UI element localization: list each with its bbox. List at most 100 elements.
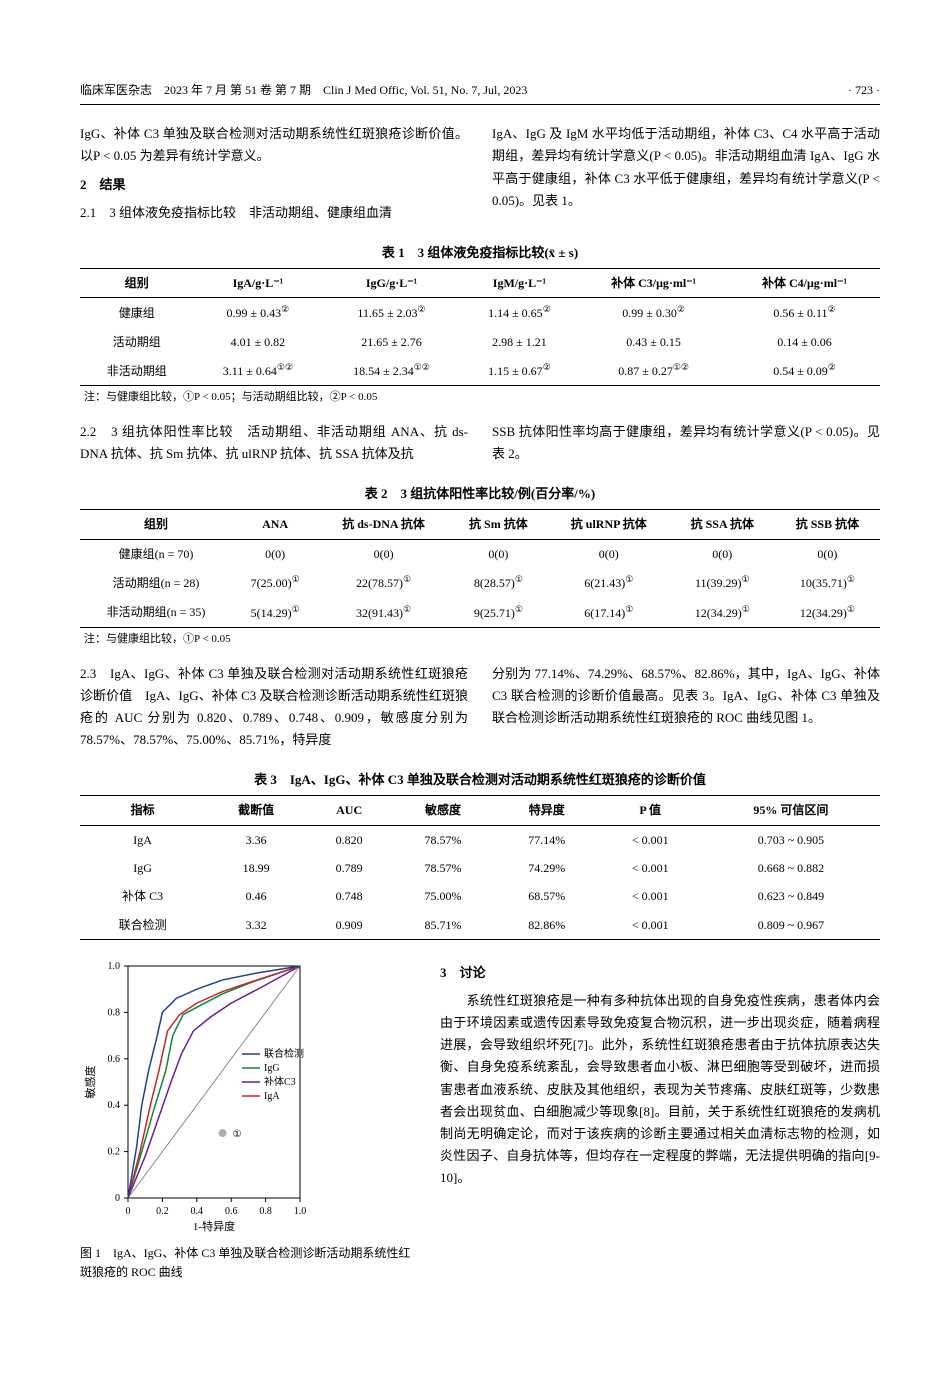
table-header-cell: 抗 SSB 抗体	[775, 510, 880, 539]
table-cell: 3.11 ± 0.64①②	[193, 356, 322, 386]
table-cell: 18.99	[205, 854, 307, 882]
table-cell: 健康组	[80, 298, 193, 328]
svg-text:0.4: 0.4	[191, 1206, 204, 1217]
table-header-cell: AUC	[307, 796, 391, 825]
table-1-head-row: 组别IgA/g·L⁻¹IgG/g·L⁻¹IgM/g·L⁻¹补体 C3/μg·ml…	[80, 268, 880, 297]
table-cell: 12(34.29)①	[670, 598, 775, 628]
table-header-cell: 指标	[80, 796, 205, 825]
table-cell: 75.00%	[391, 882, 495, 910]
table-2: 表 2 3 组抗体阳性率比较/例(百分率/%) 组别ANA抗 ds-DNA 抗体…	[80, 479, 880, 628]
table-cell: 68.57%	[495, 882, 599, 910]
table-cell: 12(34.29)①	[775, 598, 880, 628]
table-header-cell: 抗 SSA 抗体	[670, 510, 775, 539]
table-cell: 10(35.71)①	[775, 568, 880, 597]
table-cell: 0.14 ± 0.06	[729, 328, 880, 356]
table-cell: 32(91.43)①	[318, 598, 449, 628]
figure-1-caption: 图 1 IgA、IgG、补体 C3 单独及联合检测诊断活动期系统性红斑狼疮的 R…	[80, 1244, 416, 1282]
table-cell: 健康组(n = 70)	[80, 539, 232, 568]
header-left: 临床军医杂志 2023 年 7 月 第 51 卷 第 7 期 Clin J Me…	[80, 80, 527, 100]
table-header-cell: 敏感度	[391, 796, 495, 825]
table-cell: 0.909	[307, 911, 391, 940]
table-header-cell: P 值	[599, 796, 702, 825]
intro-left: IgG、补体 C3 单独及联合检测对活动期系统性红斑狼疮诊断价值。以P < 0.…	[80, 123, 468, 167]
svg-text:联合检测: 联合检测	[264, 1047, 304, 1060]
table-cell: 6(17.14)①	[548, 598, 670, 628]
table-cell: < 0.001	[599, 825, 702, 854]
table-cell: 0.703 ~ 0.905	[702, 825, 880, 854]
table-1-caption: 表 1 3 组体液免疫指标比较(x̄ ± s)	[80, 238, 880, 268]
table-header-cell: ANA	[232, 510, 318, 539]
table-row: IgG18.990.78978.57%74.29%< 0.0010.668 ~ …	[80, 854, 880, 882]
svg-text:0: 0	[115, 1193, 120, 1204]
table-cell: 0(0)	[232, 539, 318, 568]
table-cell: 非活动期组(n = 35)	[80, 598, 232, 628]
table-cell: 0.56 ± 0.11②	[729, 298, 880, 328]
table-header-cell: 组别	[80, 510, 232, 539]
table-cell: 8(28.57)①	[449, 568, 548, 597]
table-cell: 0(0)	[670, 539, 775, 568]
svg-text:IgA: IgA	[264, 1091, 280, 1102]
table-cell: 78.57%	[391, 854, 495, 882]
table-cell: 2.98 ± 1.21	[461, 328, 578, 356]
table-header-cell: 组别	[80, 268, 193, 297]
table-cell: 78.57%	[391, 825, 495, 854]
table-cell: 0(0)	[775, 539, 880, 568]
table-cell: 0(0)	[318, 539, 449, 568]
svg-text:1-特异度: 1-特异度	[193, 1219, 235, 1233]
table-header-cell: 抗 ulRNP 抗体	[548, 510, 670, 539]
table-header-cell: IgG/g·L⁻¹	[322, 268, 460, 297]
svg-text:IgG: IgG	[264, 1063, 280, 1074]
table-3-caption: 表 3 IgA、IgG、补体 C3 单独及联合检测对活动期系统性红斑狼疮的诊断价…	[80, 765, 880, 795]
table-row: 健康组0.99 ± 0.43②11.65 ± 2.03②1.14 ± 0.65②…	[80, 298, 880, 328]
table-row: 活动期组(n = 28)7(25.00)①22(78.57)①8(28.57)①…	[80, 568, 880, 597]
table-1-note: 注：与健康组比较，①P < 0.05；与活动期组比较，②P < 0.05	[84, 388, 880, 407]
section-2-2-right: SSB 抗体阳性率均高于健康组，差异均有统计学意义(P < 0.05)。见表 2…	[492, 421, 880, 465]
table-cell: 0.789	[307, 854, 391, 882]
table-cell: 82.86%	[495, 911, 599, 940]
table-cell: < 0.001	[599, 854, 702, 882]
section-2-3-right: 分别为 77.14%、74.29%、68.57%、82.86%，其中，IgA、I…	[492, 663, 880, 729]
section-2-1: 2.1 3 组体液免疫指标比较 非活动期组、健康组血清	[80, 202, 468, 224]
svg-text:0.2: 0.2	[108, 1147, 121, 1158]
table-cell: 0.43 ± 0.15	[578, 328, 729, 356]
svg-text:1.0: 1.0	[294, 1206, 307, 1217]
table-header-cell: 95% 可信区间	[702, 796, 880, 825]
header-right: · 723 ·	[848, 80, 880, 100]
table-cell: 0.46	[205, 882, 307, 910]
svg-text:0.6: 0.6	[225, 1206, 238, 1217]
table-cell: 0.668 ~ 0.882	[702, 854, 880, 882]
table-cell: 联合检测	[80, 911, 205, 940]
section-2-3-left: 2.3 IgA、IgG、补体 C3 单独及联合检测对活动期系统性红斑狼疮诊断价值…	[80, 663, 468, 751]
table-header-cell: 特异度	[495, 796, 599, 825]
svg-text:0.4: 0.4	[108, 1100, 121, 1111]
mid-block: 2.2 3 组抗体阳性率比较 活动期组、非活动期组 ANA、抗 ds-DNA 抗…	[80, 421, 880, 465]
table-cell: 0.623 ~ 0.849	[702, 882, 880, 910]
svg-text:0.6: 0.6	[108, 1054, 121, 1065]
svg-text:0: 0	[126, 1206, 131, 1217]
table-cell: 3.36	[205, 825, 307, 854]
table-2-caption: 表 2 3 组抗体阳性率比较/例(百分率/%)	[80, 479, 880, 509]
svg-text:①: ①	[233, 1129, 242, 1140]
table-row: 非活动期组(n = 35)5(14.29)①32(91.43)①9(25.71)…	[80, 598, 880, 628]
table-cell: 9(25.71)①	[449, 598, 548, 628]
table-row: 联合检测3.320.90985.71%82.86%< 0.0010.809 ~ …	[80, 911, 880, 940]
section-3-title: 3 讨论	[440, 962, 880, 984]
svg-text:补体C3: 补体C3	[264, 1075, 296, 1088]
discussion-body: 系统性红斑狼疮是一种有多种抗体出现的自身免疫性疾病，患者体内会由于环境因素或遗传…	[440, 990, 880, 1189]
section-2-2-left: 2.2 3 组抗体阳性率比较 活动期组、非活动期组 ANA、抗 ds-DNA 抗…	[80, 421, 468, 465]
table-cell: < 0.001	[599, 882, 702, 910]
mid2-block: 2.3 IgA、IgG、补体 C3 单独及联合检测对活动期系统性红斑狼疮诊断价值…	[80, 663, 880, 751]
table-header-cell: 补体 C3/μg·ml⁻¹	[578, 268, 729, 297]
table-cell: 0.87 ± 0.27①②	[578, 356, 729, 386]
table-cell: 0.809 ~ 0.967	[702, 911, 880, 940]
table-row: 补体 C30.460.74875.00%68.57%< 0.0010.623 ~…	[80, 882, 880, 910]
table-1: 表 1 3 组体液免疫指标比较(x̄ ± s) 组别IgA/g·L⁻¹IgG/g…	[80, 238, 880, 387]
table-cell: 活动期组	[80, 328, 193, 356]
table-header-cell: 抗 Sm 抗体	[449, 510, 548, 539]
table-cell: 非活动期组	[80, 356, 193, 386]
table-2-note: 注：与健康组比较，①P < 0.05	[84, 630, 880, 649]
svg-text:0.8: 0.8	[259, 1206, 272, 1217]
table-cell: 21.65 ± 2.76	[322, 328, 460, 356]
table-cell: < 0.001	[599, 911, 702, 940]
table-cell: 11(39.29)①	[670, 568, 775, 597]
